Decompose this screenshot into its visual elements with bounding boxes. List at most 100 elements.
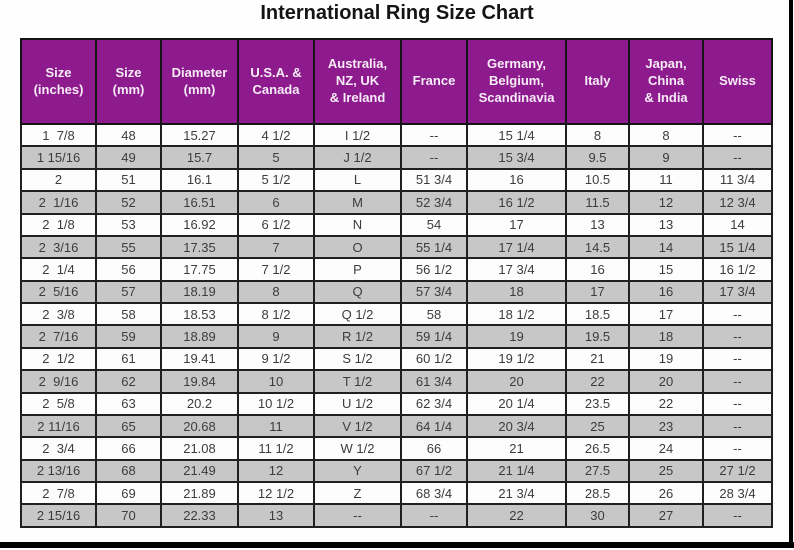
cell: 12 [237, 458, 315, 484]
cell: S 1/2 [313, 346, 402, 372]
cell: 13 [628, 212, 704, 237]
cell: 2 15/16 [20, 503, 97, 528]
column-header: Australia, NZ, UK & Ireland [313, 38, 402, 125]
cell: 62 [95, 369, 162, 394]
cell: -- [400, 122, 468, 148]
cell: -- [702, 413, 773, 439]
cell: -- [702, 369, 773, 394]
cell: 11 1/2 [237, 436, 315, 461]
cell: -- [702, 145, 773, 170]
cell: 55 [95, 234, 162, 260]
cell: 51 [95, 167, 162, 193]
cell: 5 [237, 145, 315, 170]
cell: 12 3/4 [702, 190, 773, 215]
cell: 18.5 [565, 301, 630, 327]
cell: 16 [565, 257, 630, 282]
table-row: 2 3/16 55 17.35 7 O 55 1/4 17 1/4 14.5 14 15 1/4 [20, 234, 773, 260]
cell: 70 [95, 503, 162, 528]
cell: 13 [565, 212, 630, 237]
cell: 2 [20, 167, 97, 193]
cell: 21.89 [160, 480, 239, 506]
cell: N [313, 212, 402, 237]
cell: 9 [237, 324, 315, 349]
cell: 15.27 [160, 122, 239, 148]
cell: 22.33 [160, 503, 239, 528]
cell: 21 [466, 436, 567, 461]
cell: Z [313, 480, 402, 506]
cell: 16.1 [160, 167, 239, 193]
cell: 16.92 [160, 212, 239, 237]
cell: 18.53 [160, 301, 239, 327]
cell: 14.5 [565, 234, 630, 260]
cell: -- [702, 301, 773, 327]
cell: 15 [628, 257, 704, 282]
cell: 68 [95, 458, 162, 484]
table-row: 2 7/16 59 18.89 9 R 1/2 59 1/4 19 19.5 18 -- [20, 324, 773, 349]
cell: 17 [628, 301, 704, 327]
cell: -- [702, 346, 773, 372]
cell: 2 5/16 [20, 279, 97, 305]
cell: 14 [702, 212, 773, 237]
cell: 61 3/4 [400, 369, 468, 394]
column-header: Japan, China & India [628, 38, 704, 125]
table-row: 2 13/16 68 21.49 12 Y 67 1/2 21 1/4 27.5 25 27 1/… [20, 458, 773, 484]
cell: 62 3/4 [400, 391, 468, 416]
cell: 2 1/8 [20, 212, 97, 237]
cell: 1 15/16 [20, 145, 97, 170]
cell: 17 [466, 212, 567, 237]
table-row: 2 1/8 53 16.92 6 1/2 N 54 17 13 13 14 [20, 212, 773, 237]
cell: 16 [628, 279, 704, 305]
column-header: Italy [565, 38, 630, 125]
table-row: 1 15/16 49 15.7 5 J 1/2 -- 15 3/4 9.5 9 -- [20, 145, 773, 170]
cell: 63 [95, 391, 162, 416]
cell: 11.5 [565, 190, 630, 215]
cell: 28.5 [565, 480, 630, 506]
cell: 64 1/4 [400, 413, 468, 439]
cell: 6 [237, 190, 315, 215]
table-row: 2 1/4 56 17.75 7 1/2 P 56 1/2 17 3/4 16 15 16 1/2 [20, 257, 773, 282]
cell: 9 1/2 [237, 346, 315, 372]
cell: 22 [565, 369, 630, 394]
cell: -- [400, 145, 468, 170]
table-row: 2 3/8 58 18.53 8 1/2 Q 1/2 58 18 1/2 18.5 17 -- [20, 301, 773, 327]
cell: L [313, 167, 402, 193]
cell: 15.7 [160, 145, 239, 170]
cell: 21.49 [160, 458, 239, 484]
cell: -- [702, 324, 773, 349]
table-row: 2 15/16 70 22.33 13 -- -- 22 30 27 -- [20, 503, 773, 528]
cell: 16 [466, 167, 567, 193]
cell: 22 [466, 503, 567, 528]
table-row: 2 11/16 65 20.68 11 V 1/2 64 1/4 20 3/4 25 23 -- [20, 413, 773, 439]
cell: 20.68 [160, 413, 239, 439]
cell: 20 [466, 369, 567, 394]
cell: 69 [95, 480, 162, 506]
cell: M [313, 190, 402, 215]
cell: 2 1/4 [20, 257, 97, 282]
cell: 21 [565, 346, 630, 372]
cell: 5 1/2 [237, 167, 315, 193]
cell: 8 1/2 [237, 301, 315, 327]
cell: -- [313, 503, 402, 528]
table-body: 1 7/8 48 15.27 4 1/2 I 1/2 -- 15 1/4 8 8 -- 1 15/1… [20, 122, 773, 528]
cell: 21.08 [160, 436, 239, 461]
cell: 51 3/4 [400, 167, 468, 193]
cell: Q 1/2 [313, 301, 402, 327]
cell: 25 [565, 413, 630, 439]
column-header: Size (mm) [95, 38, 162, 125]
cell: 23 [628, 413, 704, 439]
cell: I 1/2 [313, 122, 402, 148]
cell: 17.75 [160, 257, 239, 282]
column-header: Diameter (mm) [160, 38, 239, 125]
cell: 56 [95, 257, 162, 282]
table-row: 2 5/8 63 20.2 10 1/2 U 1/2 62 3/4 20 1/4 23.5 22… [20, 391, 773, 416]
cell: 10 1/2 [237, 391, 315, 416]
cell: -- [702, 503, 773, 528]
cell: 59 [95, 324, 162, 349]
cell: 10 [237, 369, 315, 394]
table-row: 2 51 16.1 5 1/2 L 51 3/4 16 10.5 11 11 3/4 [20, 167, 773, 193]
page-title: International Ring Size Chart [260, 2, 534, 24]
cell: 2 5/8 [20, 391, 97, 416]
cell: 2 3/4 [20, 436, 97, 461]
cell: 27.5 [565, 458, 630, 484]
ring-size-table: Size (inches) Size (mm) Diameter (mm) U.S.A… [20, 38, 773, 528]
